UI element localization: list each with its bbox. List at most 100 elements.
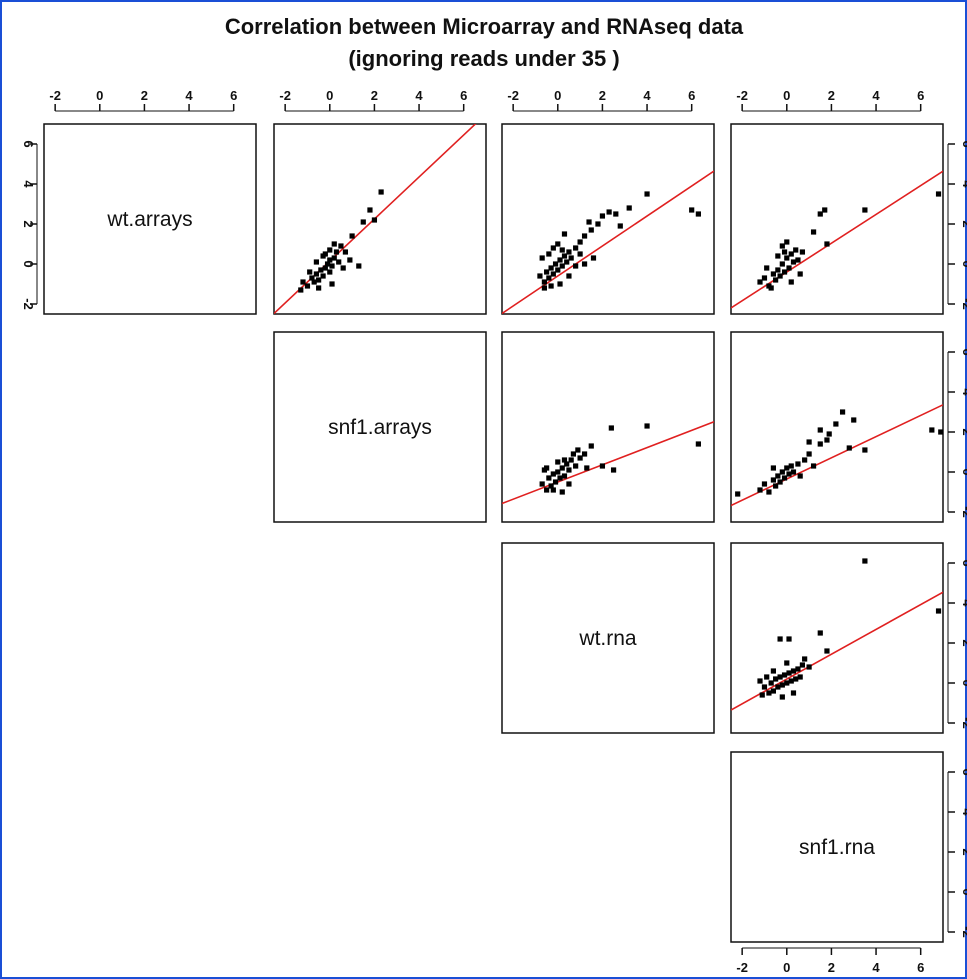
right-tick-label: 4 xyxy=(960,180,967,188)
data-point xyxy=(935,191,942,197)
data-point xyxy=(817,441,823,447)
top-tick-label: -2 xyxy=(279,88,291,103)
right-tick-label: 2 xyxy=(960,848,967,855)
diagonal-label-wt.arrays: wt.arrays xyxy=(106,208,192,231)
data-point xyxy=(817,630,823,636)
data-point xyxy=(766,489,772,495)
chart-title: Correlation between Microarray and RNAse… xyxy=(225,14,744,39)
data-point xyxy=(590,255,597,261)
data-point xyxy=(695,211,701,217)
data-point xyxy=(806,664,812,670)
data-point xyxy=(779,261,785,267)
data-point xyxy=(788,463,794,469)
panel-frame-0-2 xyxy=(501,123,715,315)
data-point xyxy=(644,191,650,197)
data-point xyxy=(309,275,315,281)
data-point xyxy=(316,285,322,291)
data-point xyxy=(822,207,828,213)
bottom-tick-label: 6 xyxy=(917,960,924,975)
data-point xyxy=(588,227,594,233)
data-point xyxy=(367,207,373,213)
data-point xyxy=(546,275,552,281)
data-point xyxy=(313,259,319,265)
data-point xyxy=(795,257,801,263)
panel-frame-0-3 xyxy=(730,123,944,315)
data-point xyxy=(810,463,817,469)
data-point xyxy=(935,608,942,614)
data-point xyxy=(584,465,590,471)
data-point xyxy=(757,678,763,684)
right-tick-label: -2 xyxy=(960,506,967,518)
data-point xyxy=(862,207,868,213)
data-point xyxy=(784,255,790,261)
data-point xyxy=(773,483,779,489)
data-point xyxy=(757,279,763,285)
right-tick-label: -2 xyxy=(960,717,967,729)
data-point xyxy=(779,682,785,688)
chart-subtitle: (ignoring reads under 35 ) xyxy=(348,46,619,71)
data-point xyxy=(566,467,572,473)
data-point xyxy=(599,213,606,219)
data-point xyxy=(324,261,331,267)
data-point xyxy=(644,423,650,429)
left-tick-label: 2 xyxy=(21,220,36,227)
diagonal-label-wt.rna: wt.rna xyxy=(578,627,637,650)
data-point xyxy=(790,259,797,265)
top-tick-label: 0 xyxy=(783,88,790,103)
data-point xyxy=(586,219,592,225)
bottom-tick-label: 4 xyxy=(872,960,880,975)
data-point xyxy=(548,265,554,271)
bottom-tick-label: 0 xyxy=(783,960,790,975)
data-point xyxy=(775,684,781,690)
data-point xyxy=(779,469,785,475)
data-point xyxy=(802,457,808,463)
top-tick-label: 0 xyxy=(96,88,103,103)
data-point xyxy=(537,273,543,279)
data-point xyxy=(561,253,568,259)
panel-frame-1-1 xyxy=(273,331,487,523)
data-point xyxy=(298,287,304,293)
right-tick-label: 4 xyxy=(960,388,967,396)
data-point xyxy=(770,668,776,674)
top-tick-label: -2 xyxy=(507,88,519,103)
data-point xyxy=(539,255,545,261)
data-point xyxy=(577,251,583,257)
data-point xyxy=(555,267,561,273)
fit-line-wt.arrays-vs-snf1.arrays xyxy=(274,124,477,314)
data-point xyxy=(311,279,317,285)
data-point xyxy=(766,690,772,696)
data-point xyxy=(786,265,792,271)
data-point xyxy=(797,271,803,277)
data-point xyxy=(564,259,570,265)
data-point xyxy=(304,283,311,289)
data-point xyxy=(784,660,790,666)
top-tick-label: 4 xyxy=(185,88,193,103)
data-point xyxy=(566,273,572,279)
data-point xyxy=(759,692,765,698)
panel-frame-1-3 xyxy=(730,331,944,523)
top-tick-label: -2 xyxy=(49,88,61,103)
right-tick-label: -2 xyxy=(960,926,967,938)
right-tick-label: 0 xyxy=(960,468,967,475)
data-point xyxy=(581,261,588,267)
data-point xyxy=(327,269,333,275)
left-tick-label: 6 xyxy=(21,140,36,147)
top-tick-label: 4 xyxy=(872,88,880,103)
data-point xyxy=(559,247,565,253)
data-point xyxy=(775,253,781,259)
data-point xyxy=(316,277,322,283)
data-point xyxy=(757,487,763,493)
data-point xyxy=(378,189,384,195)
data-point xyxy=(548,283,554,289)
data-point xyxy=(318,267,324,273)
data-point xyxy=(599,463,606,469)
left-tick-label: -2 xyxy=(21,298,36,310)
panel-frame-0-1 xyxy=(273,123,487,315)
data-point xyxy=(777,479,783,485)
data-point xyxy=(824,437,830,443)
data-point xyxy=(577,455,583,461)
panel-frame-1-2 xyxy=(501,331,715,523)
data-point xyxy=(689,207,695,213)
top-tick-label: 6 xyxy=(688,88,695,103)
